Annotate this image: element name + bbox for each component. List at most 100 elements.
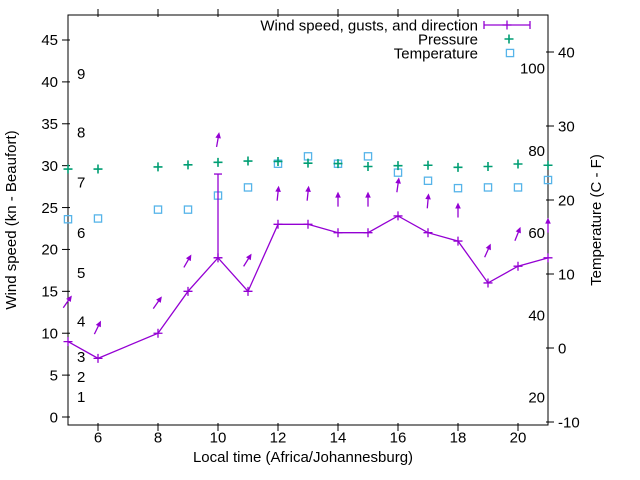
y2-tick-label: 0 (558, 340, 566, 357)
pressure-point (63, 164, 73, 174)
temperature-point (183, 205, 193, 214)
axes-layer: 6 8 10 12 14 16 18 20051015202530354045-1001020… (41, 9, 580, 446)
temperature-point (363, 152, 373, 161)
wind-direction-arrow-head (455, 202, 461, 209)
beaufort-label: 3 (77, 349, 85, 366)
wind-speed-point (423, 228, 433, 238)
wind-direction-arrow-head (365, 191, 371, 198)
temperature-point (453, 183, 463, 193)
beaufort-label: 4 (77, 314, 85, 331)
wind-speed-point (63, 337, 73, 347)
y-axis-title: Wind speed (kn - Beaufort) (3, 130, 20, 309)
fahrenheit-label: 80 (528, 143, 545, 160)
wind-direction-arrow-head (185, 254, 192, 262)
beaufort-label: 6 (77, 225, 85, 242)
x-tick-label: 20 (510, 429, 527, 446)
legend-pressure-sample-point (504, 34, 514, 44)
series-layer (62, 132, 553, 363)
x-tick-label: 16 (390, 429, 407, 446)
x-tick-label: 12 (270, 429, 287, 446)
wind-speed-point (543, 253, 553, 263)
y2-tick-label: 30 (558, 118, 575, 135)
x-axis-title: Local time (Africa/Johannesburg) (193, 449, 413, 466)
x-tick-label: 18 (450, 429, 467, 446)
pressure-point (513, 159, 523, 169)
wind-direction-arrow-head (215, 132, 221, 139)
legend-temperature-sample-point (505, 48, 515, 58)
y-tick-label: 35 (41, 116, 58, 133)
pressure-point (333, 159, 343, 169)
y-tick-label: 10 (41, 325, 58, 342)
wind-direction-arrow-head (275, 185, 281, 193)
wind-speed-point (333, 228, 343, 238)
y2-tick-label: 20 (558, 192, 575, 209)
y2-axis-title: Temperature (C - F) (588, 154, 605, 286)
beaufort-label: 9 (77, 66, 85, 83)
pressure-point (303, 158, 313, 168)
legend-layer: Wind speed, gusts, and directionPressure… (260, 17, 531, 62)
y-tick-label: 15 (41, 284, 58, 301)
y-tick-label: 25 (41, 200, 58, 217)
y2-tick-label: -10 (558, 414, 580, 431)
pressure-point (153, 162, 163, 172)
pressure-point (453, 162, 463, 172)
wind-speed-point (453, 236, 463, 246)
pressure-point (393, 161, 403, 171)
wind-speed-point (273, 219, 283, 229)
y-tick-label: 40 (41, 74, 58, 91)
y-tick-label: 5 (50, 367, 58, 384)
beaufort-label: 8 (77, 124, 85, 141)
wind-direction-arrow-head (545, 217, 551, 224)
wind-speed-point (483, 278, 493, 288)
pressure-point (213, 157, 223, 167)
pressure-point (243, 156, 253, 166)
y-tick-label: 20 (41, 242, 58, 259)
wind-direction-arrow-head (156, 296, 162, 303)
beaufort-label: 5 (77, 265, 85, 282)
beaufort-label: 2 (77, 369, 85, 386)
pressure-point (543, 160, 553, 170)
y-tick-label: 30 (41, 158, 58, 175)
temperature-point (483, 183, 493, 192)
pressure-point (93, 164, 103, 174)
temperature-point (513, 183, 523, 192)
wind-speed-line (67, 215, 549, 360)
legend-label: Pressure (418, 31, 478, 48)
legend-label: Temperature (394, 45, 478, 62)
wind-speed-point (183, 286, 193, 296)
wind-direction-arrow-head (485, 243, 491, 251)
y2-tick-label: 10 (558, 266, 575, 283)
y-tick-label: 45 (41, 32, 58, 49)
beaufort-label: 7 (77, 175, 85, 192)
pressure-point (183, 160, 193, 170)
beaufort-label: 1 (77, 389, 85, 406)
wind-speed-point (393, 211, 403, 221)
temperature-point (423, 176, 433, 186)
temperature-point (153, 205, 163, 214)
wind-speed-point (153, 328, 163, 338)
wind-speed-point (243, 286, 253, 296)
temperature-point (543, 175, 553, 185)
wind-direction-arrow-head (515, 226, 521, 234)
wind-direction-arrow-head (335, 191, 341, 198)
fahrenheit-label: 100 (520, 61, 545, 78)
wind-direction-arrow-head (95, 320, 101, 328)
wind-speed-point (93, 353, 103, 363)
temperature-point (93, 214, 103, 223)
x-tick-label: 6 (94, 429, 102, 446)
wind-direction-arrow-head (395, 177, 401, 184)
pressure-point (483, 162, 493, 172)
legend-label: Wind speed, gusts, and direction (260, 17, 478, 34)
pressure-point (363, 162, 373, 172)
x-tick-label: 8 (154, 429, 162, 446)
wind-direction-arrow-head (425, 193, 431, 200)
x-tick-label: 14 (330, 429, 347, 446)
wind-direction-arrow-head (66, 295, 72, 303)
temperature-point (243, 183, 253, 192)
pressure-point (423, 160, 433, 170)
fahrenheit-label: 60 (528, 225, 545, 242)
temperature-point (63, 214, 73, 224)
legend-wind-sample-point (502, 20, 512, 30)
